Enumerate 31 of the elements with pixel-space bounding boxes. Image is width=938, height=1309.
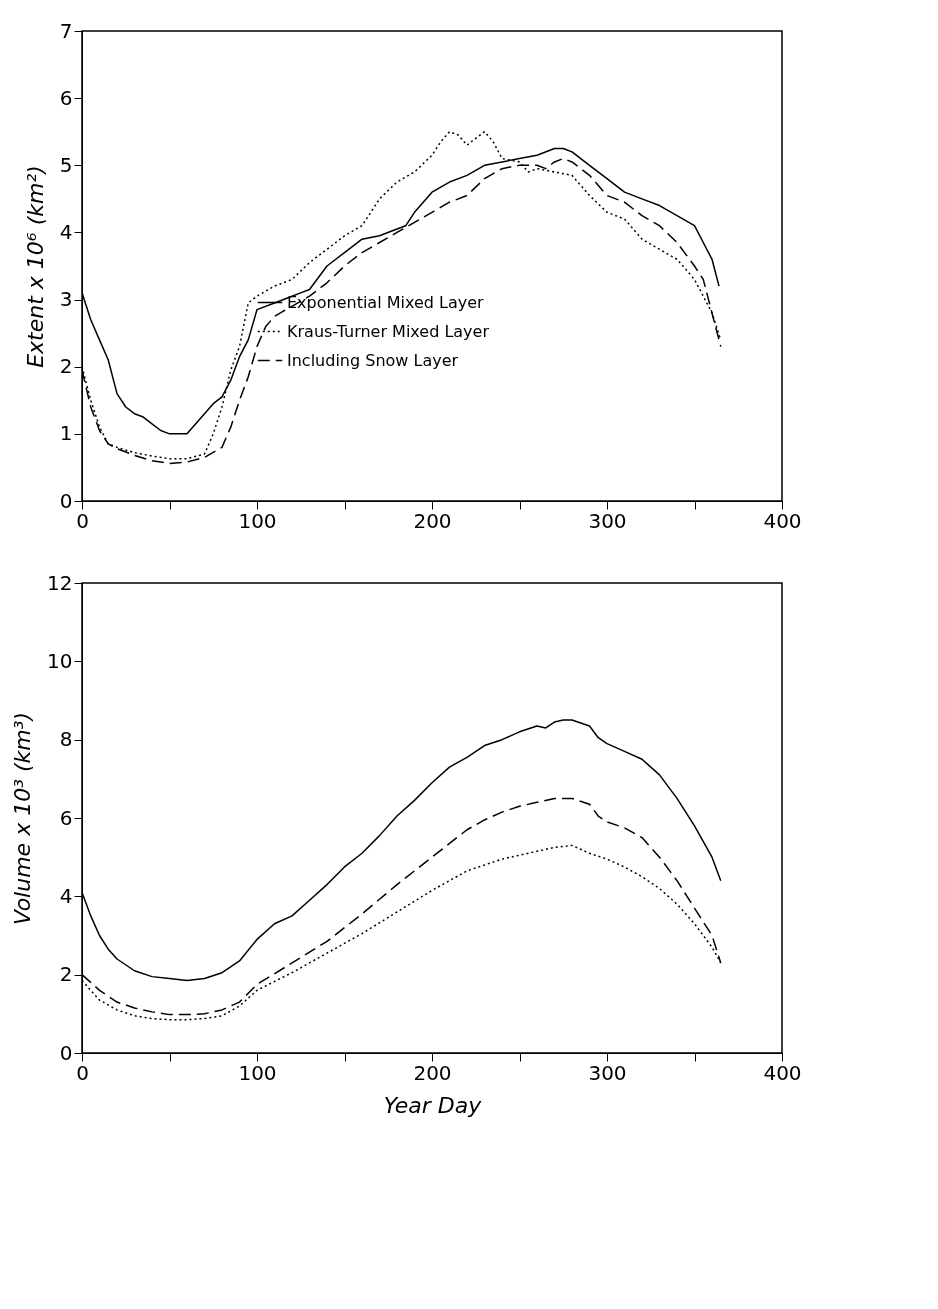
x-tick-label: 200 xyxy=(413,508,452,533)
y-tick-label: 10 xyxy=(47,648,73,673)
legend-label: Including Snow Layer xyxy=(287,350,459,370)
y-axis-title: Volume x 10³ (km³) xyxy=(10,711,36,926)
x-tick-label: 300 xyxy=(588,508,627,533)
y-tick-label: 8 xyxy=(59,727,73,752)
y-axis-title: Extent x 10⁶ (km²) xyxy=(22,165,48,368)
x-tick-label: 100 xyxy=(238,508,277,533)
y-tick-label: 4 xyxy=(59,883,73,908)
legend-label: Kraus-Turner Mixed Layer xyxy=(287,321,490,341)
y-tick-label: 6 xyxy=(59,805,73,830)
x-tick-label: 200 xyxy=(413,1060,452,1085)
y-tick-label: 2 xyxy=(59,354,73,379)
x-axis-title: Year Day xyxy=(383,1092,483,1118)
x-tick-label: 400 xyxy=(763,508,802,533)
y-tick-label: 12 xyxy=(47,570,73,595)
x-tick-label: 100 xyxy=(238,1060,277,1085)
y-tick-label: 5 xyxy=(59,152,73,177)
y-tick-label: 1 xyxy=(59,421,73,446)
x-tick-label: 0 xyxy=(76,1060,89,1085)
x-tick-label: 400 xyxy=(763,1060,802,1085)
y-tick-label: 0 xyxy=(59,488,73,513)
y-tick-label: 7 xyxy=(59,18,73,43)
x-tick-label: 300 xyxy=(588,1060,627,1085)
y-tick-label: 0 xyxy=(59,1040,73,1065)
y-tick-label: 2 xyxy=(59,962,73,987)
y-tick-label: 4 xyxy=(59,219,73,244)
legend-label: Exponential Mixed Layer xyxy=(287,292,485,312)
y-tick-label: 3 xyxy=(59,287,73,312)
x-tick-label: 0 xyxy=(76,508,89,533)
y-tick-label: 6 xyxy=(59,85,73,110)
